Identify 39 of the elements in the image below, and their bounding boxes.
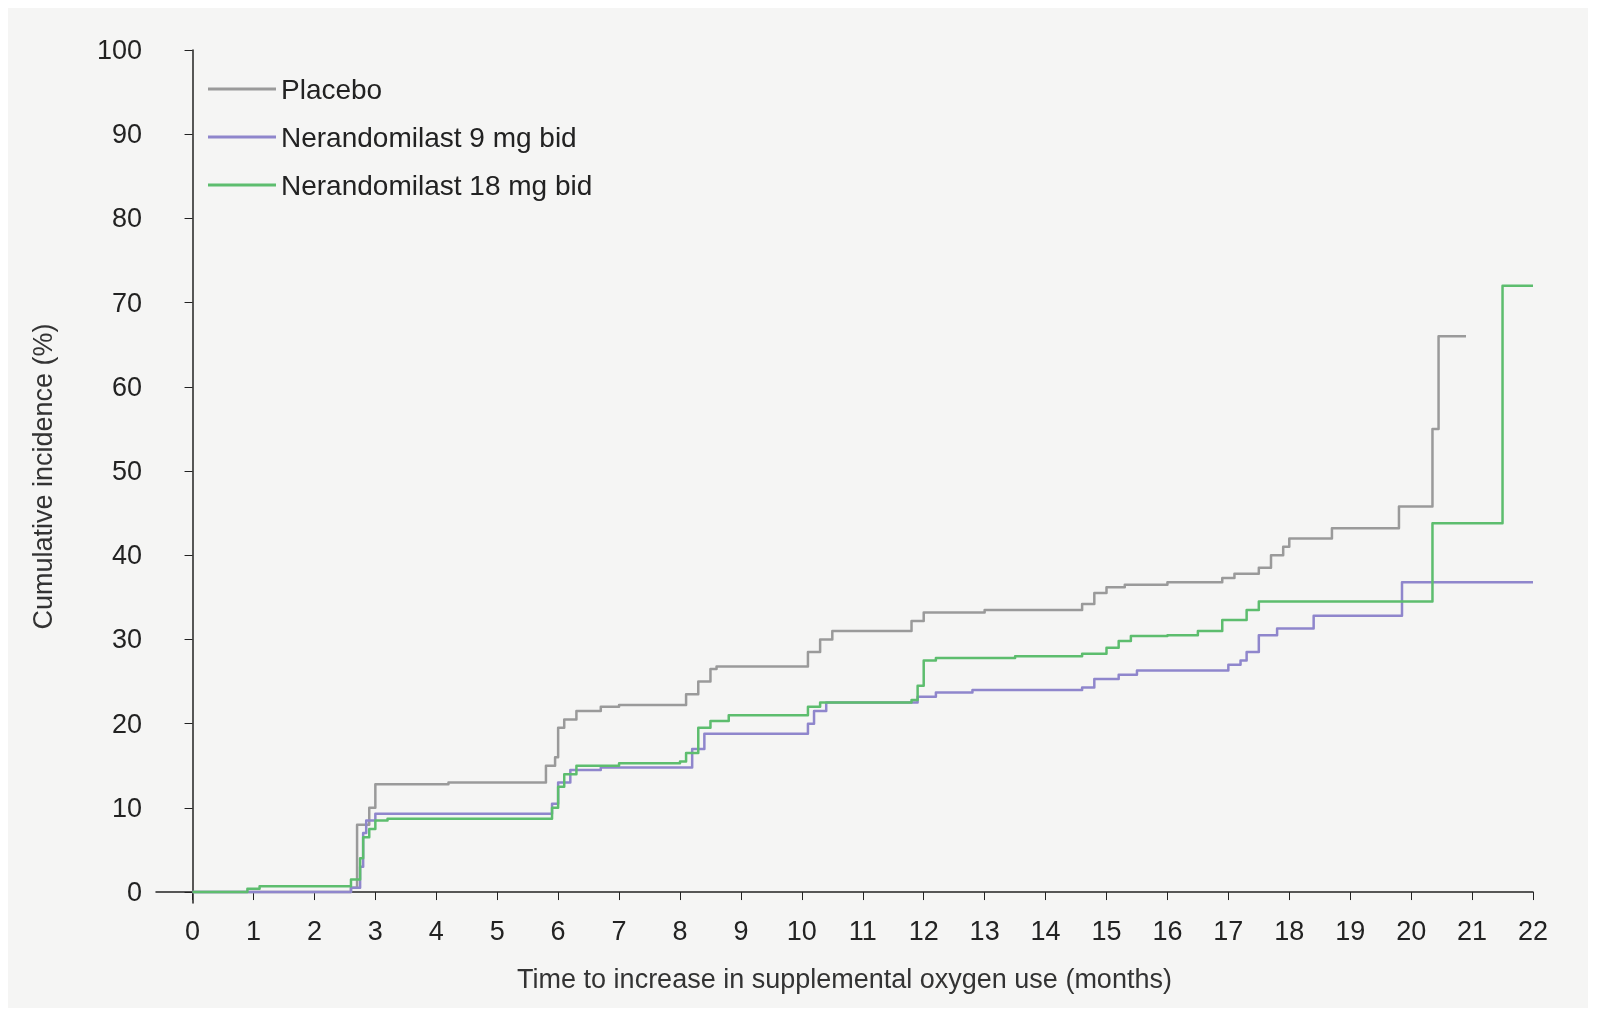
x-tick-label: 15 <box>1091 915 1122 946</box>
legend-label: Nerandomilast 9 mg bid <box>281 121 577 153</box>
y-tick-label: 90 <box>111 119 142 150</box>
x-tick-label: 1 <box>245 915 261 946</box>
y-tick-label: 100 <box>96 35 142 65</box>
x-tick-label: 17 <box>1213 915 1244 946</box>
x-tick-label: 18 <box>1274 915 1305 946</box>
y-tick-label: 80 <box>111 203 142 234</box>
x-tick-label: 13 <box>969 915 1000 946</box>
y-axis-title: Cumulative incidence (%) <box>27 323 58 630</box>
x-tick-label: 4 <box>428 915 444 946</box>
y-tick-label: 10 <box>111 792 142 823</box>
x-tick-label: 16 <box>1152 915 1183 946</box>
x-tick-label: 7 <box>611 915 627 946</box>
x-axis-title: Time to increase in supplemental oxygen use (months) <box>517 963 1172 994</box>
x-tick-label: 2 <box>306 915 322 946</box>
y-tick-label: 50 <box>111 456 142 487</box>
x-tick-label: 22 <box>1517 915 1549 946</box>
y-tick-label: 30 <box>111 624 142 655</box>
legend-label: Placebo <box>281 73 383 105</box>
x-tick-label: 0 <box>185 915 201 946</box>
x-tick-label: 11 <box>848 915 877 946</box>
y-tick-label: 0 <box>126 877 142 908</box>
x-tick-label: 12 <box>908 915 939 946</box>
y-tick-label: 40 <box>111 540 142 571</box>
x-tick-label: 21 <box>1457 915 1488 946</box>
x-tick-label: 5 <box>489 915 505 946</box>
x-tick-label: 14 <box>1030 915 1061 946</box>
x-tick-label: 20 <box>1396 915 1427 946</box>
y-tick-label: 20 <box>111 708 142 739</box>
legend-label: Nerandomilast 18 mg bid <box>281 169 593 201</box>
x-tick-label: 6 <box>550 915 566 946</box>
x-tick-label: 10 <box>786 915 817 946</box>
x-tick-label: 3 <box>367 915 383 946</box>
y-tick-label: 60 <box>111 371 142 402</box>
x-tick-label: 19 <box>1335 915 1366 946</box>
x-tick-label: 8 <box>672 915 688 946</box>
y-tick-label: 70 <box>111 287 142 318</box>
x-tick-label: 9 <box>733 915 749 946</box>
